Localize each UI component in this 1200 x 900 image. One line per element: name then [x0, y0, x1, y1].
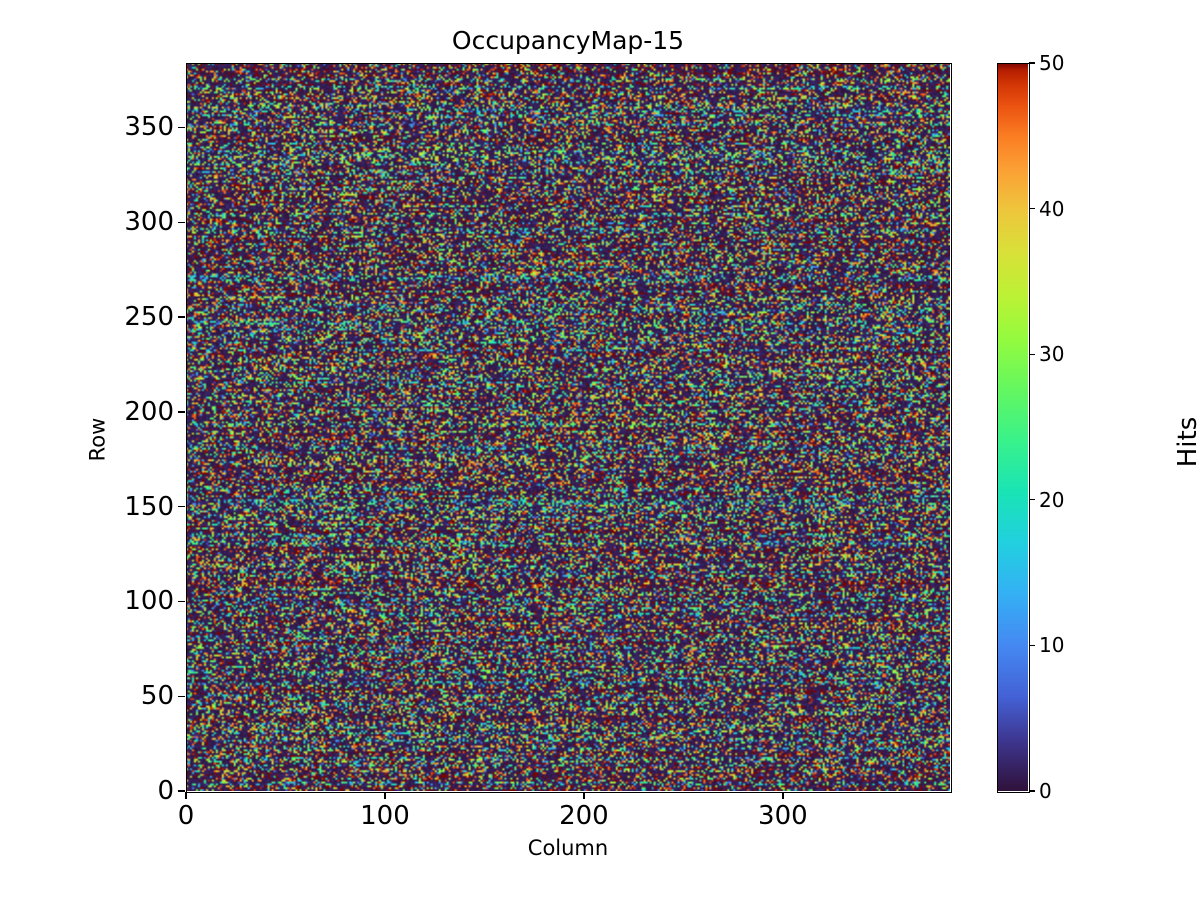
x-tick-label: 100	[360, 801, 410, 831]
heatmap-image	[186, 63, 950, 791]
y-tick-label: 150	[124, 491, 174, 522]
x-tick-label: 200	[559, 801, 609, 831]
colorbar-tick-mark	[1029, 644, 1035, 647]
y-tick-label: 100	[124, 586, 174, 617]
colorbar-tick-label: 50	[1039, 51, 1065, 75]
colorbar-tick-mark	[1029, 62, 1035, 64]
y-tick-label: 300	[124, 207, 174, 238]
colorbar-gradient	[997, 63, 1028, 791]
colorbar-tick-label: 10	[1039, 633, 1065, 658]
y-tick-mark	[178, 316, 185, 318]
colorbar[interactable]	[997, 63, 1028, 791]
colorbar-tick-mark	[1029, 790, 1035, 792]
x-tick-mark	[583, 792, 585, 799]
y-tick-mark	[178, 221, 185, 223]
heatmap-plot-area[interactable]	[186, 63, 950, 791]
y-tick-label: 0	[157, 776, 174, 806]
x-tick-label: 300	[758, 801, 808, 831]
y-tick-mark	[178, 126, 185, 129]
y-tick-label: 350	[124, 112, 174, 143]
x-tick-mark	[384, 792, 386, 799]
colorbar-tick-label: 20	[1039, 487, 1065, 512]
y-tick-mark	[178, 790, 185, 792]
colorbar-tick-mark	[1029, 499, 1035, 501]
y-tick-mark	[178, 695, 185, 697]
y-tick-mark	[178, 505, 185, 508]
colorbar-tick-label: 40	[1039, 196, 1065, 221]
x-tick-mark	[782, 792, 784, 799]
x-axis-label: Column	[527, 836, 609, 860]
y-axis-label: Row	[85, 417, 110, 462]
colorbar-label: Hits	[1173, 416, 1200, 468]
colorbar-tick-label: 30	[1039, 342, 1065, 367]
y-tick-label: 250	[124, 302, 174, 333]
colorbar-tick-mark	[1029, 207, 1035, 210]
page-title: OccupancyMap-15	[451, 26, 685, 55]
y-tick-label: 200	[124, 396, 174, 427]
x-tick-mark	[185, 792, 187, 799]
x-tick-label: 0	[177, 801, 195, 831]
y-tick-label: 50	[140, 681, 174, 712]
colorbar-tick-mark	[1029, 353, 1035, 355]
y-tick-mark	[178, 411, 185, 413]
y-tick-mark	[178, 600, 185, 603]
colorbar-tick-label: 0	[1039, 779, 1052, 803]
